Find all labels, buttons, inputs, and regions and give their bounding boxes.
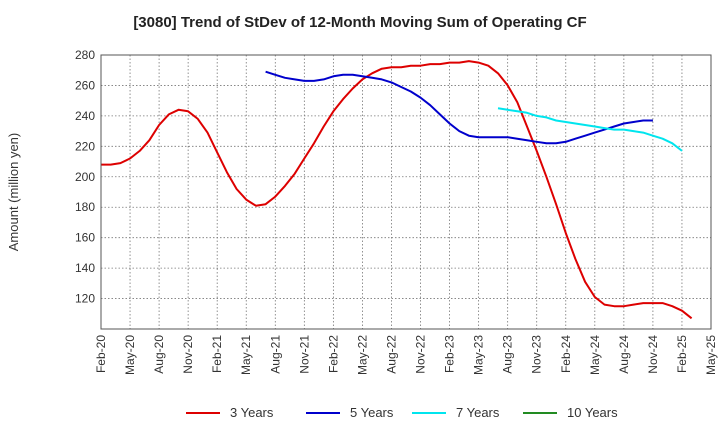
x-tick-label: Feb-20 [94, 335, 108, 373]
y-tick-label: 120 [75, 292, 95, 306]
y-tick-label: 220 [75, 139, 95, 153]
x-tick-label: May-23 [472, 335, 486, 375]
x-tick-label: May-20 [123, 335, 137, 375]
x-tick-label: Nov-23 [530, 335, 544, 374]
legend-label: 7 Years [456, 405, 500, 420]
x-tick-label: Aug-24 [617, 335, 631, 374]
legend-label: 10 Years [567, 405, 618, 420]
legend-label: 5 Years [350, 405, 394, 420]
y-tick-label: 180 [75, 200, 95, 214]
y-tick-label: 140 [75, 261, 95, 275]
x-tick-label: Aug-21 [268, 335, 282, 374]
legend-swatch [306, 411, 340, 414]
legend-item-10-years: 10 Years [523, 405, 618, 420]
y-axis-label: Amount (million yen) [6, 133, 21, 252]
legend-item-5-years: 5 Years [306, 405, 393, 420]
x-tick-label: Aug-22 [384, 335, 398, 374]
y-tick-label: 260 [75, 78, 95, 92]
x-tick-label: Feb-23 [443, 335, 457, 373]
legend-swatch [523, 411, 557, 414]
legend-label: 3 Years [230, 405, 274, 420]
series-line-5-years [265, 70, 653, 145]
legend-swatch [412, 411, 446, 414]
x-tick-label: Nov-24 [646, 335, 660, 374]
plot-frame [100, 54, 712, 330]
x-tick-label: May-22 [355, 335, 369, 375]
y-tick-label: 160 [75, 231, 95, 245]
x-tick-label: Aug-23 [501, 335, 515, 374]
x-tick-label: Feb-24 [559, 335, 573, 373]
x-tick-label: May-24 [588, 335, 602, 375]
y-tick-label: 200 [75, 170, 95, 184]
x-tick-label: Aug-20 [152, 335, 166, 374]
legend-swatch [186, 411, 220, 414]
x-tick-label: Feb-21 [210, 335, 224, 373]
x-tick-label: Nov-22 [414, 335, 428, 374]
series-line-3-years [101, 60, 693, 320]
y-tick-label: 280 [75, 48, 95, 62]
x-tick-label: Nov-20 [181, 335, 195, 374]
x-tick-label: Feb-22 [326, 335, 340, 373]
x-tick-label: May-21 [239, 335, 253, 375]
chart-title: [3080] Trend of StDev of 12-Month Moving… [133, 14, 587, 31]
legend-item-3-years: 3 Years [186, 405, 273, 420]
legend-item-7-years: 7 Years [412, 405, 499, 420]
y-tick-label: 240 [75, 109, 95, 123]
legend: 3 Years 5 Years 7 Years 10 Years [0, 405, 720, 425]
series-line-7-years [497, 107, 683, 152]
x-tick-label: May-25 [704, 335, 718, 375]
x-tick-label: Nov-21 [297, 335, 311, 374]
x-tick-label: Feb-25 [675, 335, 689, 373]
